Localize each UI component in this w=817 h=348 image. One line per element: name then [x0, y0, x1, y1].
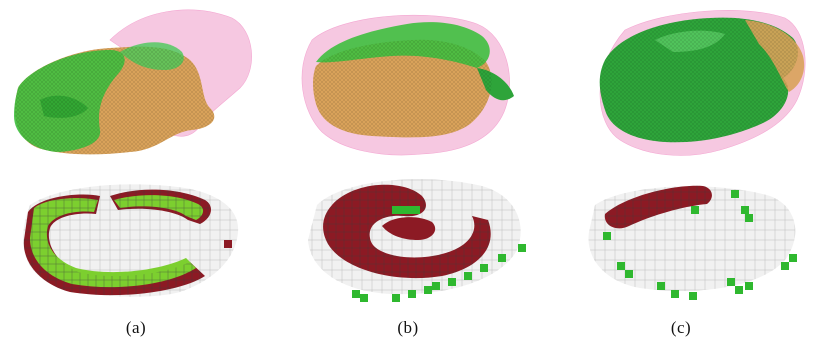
surface-render-c	[599, 10, 806, 156]
panel-c: (c)	[545, 0, 817, 348]
panel-b-figure	[301, 14, 526, 302]
caption-b: (b)	[397, 318, 419, 337]
surface-render-a	[14, 9, 252, 155]
voxel-render-a	[23, 184, 239, 297]
panel-c-figure	[588, 10, 806, 300]
voxel-render-b	[308, 179, 526, 302]
caption-a: (a)	[125, 318, 147, 337]
caption-c: (c)	[670, 318, 692, 337]
surface-render-b	[301, 14, 514, 156]
voxel-render-c	[588, 185, 797, 300]
panel-a-figure	[14, 9, 252, 297]
panel-a: (a)	[0, 0, 272, 348]
panel-b: (b)	[272, 0, 544, 348]
